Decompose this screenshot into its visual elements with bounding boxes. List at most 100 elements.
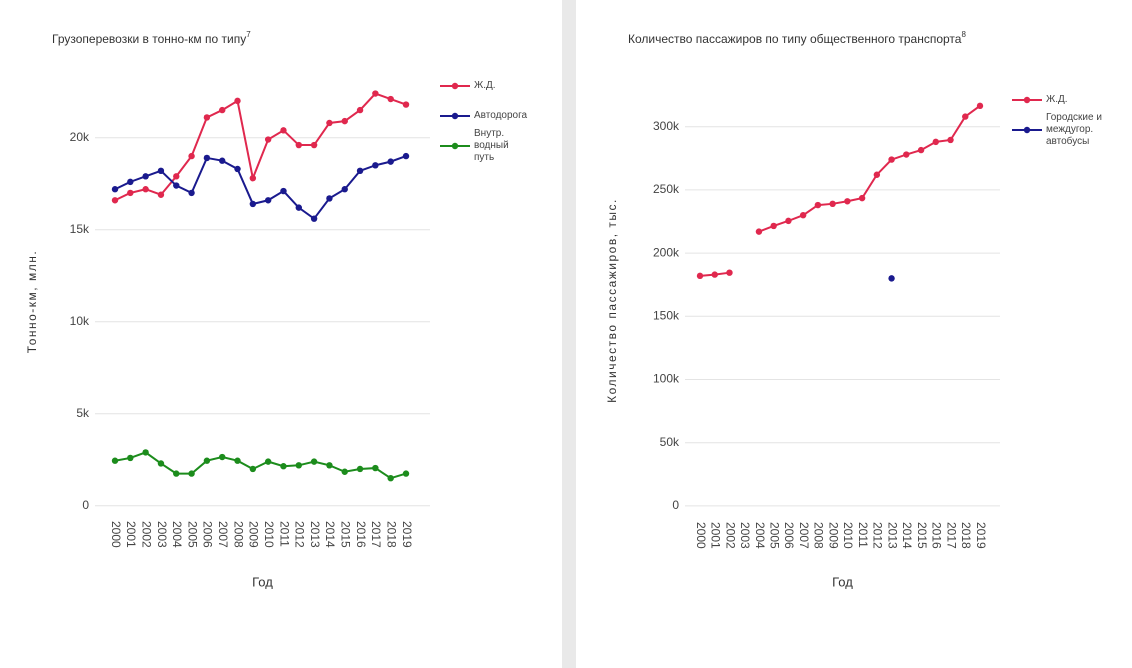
point: [219, 453, 226, 461]
y-tick-label: 0: [82, 498, 89, 512]
point: [142, 449, 149, 456]
x-tick-label: 2009: [247, 521, 261, 548]
x-tick-label: 2014: [323, 521, 337, 548]
point: [341, 186, 348, 193]
point: [917, 146, 925, 154]
point: [295, 141, 302, 149]
point: [142, 173, 149, 180]
point: [341, 468, 348, 475]
point: [402, 470, 410, 477]
point: [157, 460, 165, 467]
y-tick-label: 50k: [660, 435, 680, 449]
x-tick-label: 2002: [139, 521, 153, 548]
point: [142, 186, 149, 193]
point: [203, 114, 211, 121]
point: [696, 272, 704, 280]
x-tick-label: 2013: [885, 522, 899, 549]
x-tick-label: 2000: [694, 522, 708, 549]
legend-label: Автодорога: [474, 110, 528, 121]
point: [219, 106, 226, 114]
point: [234, 457, 241, 464]
x-tick-label: 2006: [201, 521, 215, 548]
point: [814, 201, 822, 209]
x-tick-label: 2004: [753, 522, 767, 549]
x-tick-label: 2018: [959, 522, 973, 549]
legend-label-box: Ж.Д.: [1046, 94, 1068, 105]
point: [356, 167, 364, 175]
point: [295, 462, 302, 469]
legend-marker: [451, 142, 459, 150]
point: [280, 127, 287, 134]
point: [976, 102, 984, 110]
y-tick-label: 200k: [653, 245, 680, 259]
title-text: Количество пассажиров по типу общественн…: [628, 32, 962, 46]
title-note: 7: [246, 30, 251, 39]
point: [188, 189, 195, 197]
point: [356, 465, 364, 473]
legend-label-box: Ж.Д.: [474, 80, 496, 91]
point: [372, 90, 379, 97]
title-text: Грузоперевозки в тонно-км по типу: [52, 32, 246, 46]
point: [173, 470, 180, 477]
x-tick-label: 2013: [308, 521, 322, 548]
point: [188, 470, 195, 477]
chart-title: Количество пассажиров по типу общественн…: [628, 30, 966, 46]
panel: [576, 0, 1132, 668]
legend-label: Ж.Д.: [1046, 94, 1068, 105]
point: [799, 211, 807, 219]
point: [402, 152, 410, 160]
legend-marker: [1023, 126, 1031, 134]
point: [888, 275, 895, 282]
point: [219, 157, 226, 164]
point: [111, 457, 119, 464]
point: [127, 454, 134, 462]
legend-label: Внутр. водный путь: [474, 128, 509, 163]
point: [387, 474, 394, 482]
point: [310, 215, 318, 222]
point: [264, 197, 272, 204]
point: [157, 191, 165, 198]
y-tick-label: 5k: [76, 406, 90, 420]
x-tick-label: 2011: [856, 522, 870, 548]
legend-marker: [451, 82, 459, 90]
legend-marker: [451, 112, 459, 120]
y-tick-label: 300k: [653, 119, 680, 133]
x-tick-label: 2000: [109, 521, 123, 548]
point: [264, 458, 272, 465]
point: [127, 178, 134, 186]
x-tick-label: 2002: [723, 522, 737, 549]
x-tick-label: 2007: [797, 522, 811, 549]
y-tick-label: 15k: [70, 222, 90, 236]
point: [711, 271, 718, 278]
legend-marker: [1023, 96, 1031, 104]
point: [932, 138, 939, 146]
point: [310, 458, 318, 465]
point: [280, 187, 287, 195]
y-tick-label: 20k: [70, 130, 90, 144]
point: [203, 154, 211, 162]
point: [947, 136, 954, 144]
point: [310, 141, 318, 149]
x-tick-label: 2015: [339, 521, 353, 548]
point: [858, 194, 866, 202]
x-tick-label: 2019: [974, 522, 988, 549]
x-tick-label: 2017: [944, 522, 958, 549]
point: [111, 186, 119, 193]
y-tick-label: 100k: [653, 372, 680, 386]
point: [372, 464, 379, 472]
point: [829, 200, 836, 208]
point: [111, 197, 119, 204]
x-tick-label: 2014: [900, 522, 914, 549]
point: [326, 195, 333, 202]
point: [280, 463, 287, 470]
panel: [0, 0, 562, 668]
point: [173, 182, 180, 189]
x-tick-label: 2003: [738, 522, 752, 549]
point: [341, 117, 348, 125]
y-tick-label: 10k: [70, 314, 90, 328]
point: [326, 119, 333, 127]
x-tick-label: 2016: [930, 522, 944, 549]
point: [903, 151, 910, 158]
x-tick-label: 2006: [782, 522, 796, 549]
